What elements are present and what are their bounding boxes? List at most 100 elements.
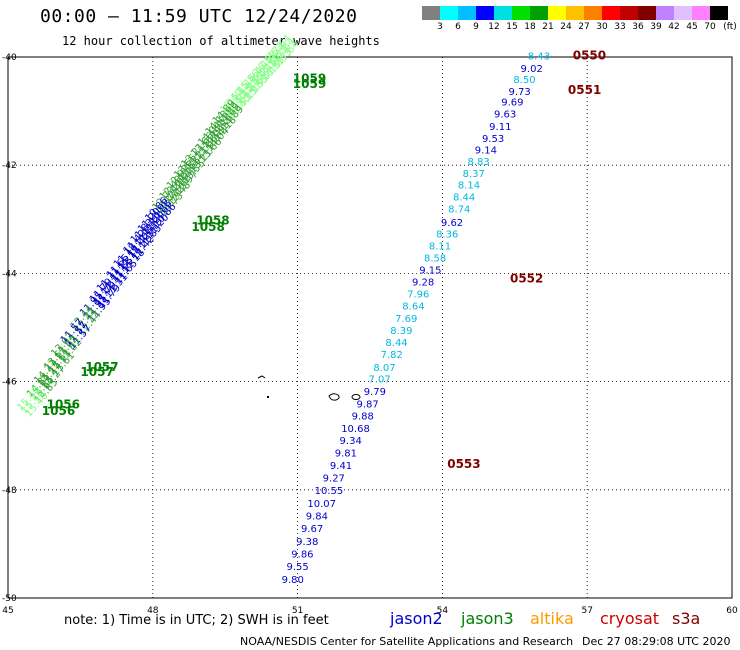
swh-value-label: 7.82 bbox=[381, 350, 403, 361]
swh-value-label: 8.83 bbox=[467, 157, 489, 168]
legend-tick-label: 15 bbox=[506, 22, 518, 32]
legend-swatch bbox=[674, 6, 692, 20]
swh-value-label: 8.36 bbox=[436, 230, 458, 241]
time-label: 1058 bbox=[191, 220, 224, 234]
swh-value-label: 9.34 bbox=[340, 436, 362, 447]
swh-value-label: 8.39 bbox=[390, 326, 412, 337]
island-outline bbox=[257, 375, 266, 379]
swh-value-label: 9.38 bbox=[296, 537, 318, 548]
legend-tick-label: 30 bbox=[596, 22, 608, 32]
legend-tick-label: 3 bbox=[437, 22, 443, 32]
swh-value-label: 9.11 bbox=[489, 122, 511, 133]
footer-agency: NOAA/NESDIS Center for Satellite Applica… bbox=[240, 635, 574, 648]
time-label: 1059 bbox=[293, 77, 326, 91]
swh-value-label: 9.14 bbox=[475, 145, 497, 156]
color-scale-legend bbox=[422, 6, 728, 20]
time-label: 1056 bbox=[42, 404, 75, 418]
legend-tick-label: 36 bbox=[632, 22, 644, 32]
time-label: 1056 bbox=[47, 398, 80, 412]
legend-swatch bbox=[440, 6, 458, 20]
legend-swatch bbox=[584, 6, 602, 20]
swh-value-label: 9.81 bbox=[335, 448, 357, 459]
swh-value-label: 7.07 bbox=[369, 375, 391, 386]
swh-value-label: 9.62 bbox=[441, 218, 463, 229]
swh-value-label: 8.37 bbox=[463, 169, 485, 180]
time-label: 1057 bbox=[85, 360, 118, 374]
legend-swatch bbox=[494, 6, 512, 20]
swh-value-label: 9.55 bbox=[286, 562, 308, 573]
swh-value-label: 9.69 bbox=[501, 98, 523, 109]
legend-swatch bbox=[566, 6, 584, 20]
swh-value-label: 8.50 bbox=[513, 75, 535, 86]
swh-value-label: 8.11 bbox=[429, 242, 451, 253]
legend-altika: altika bbox=[530, 609, 574, 628]
swh-value-label: 8.74 bbox=[448, 204, 470, 215]
swh-value-label: 9.67 bbox=[301, 524, 323, 535]
swh-value-label: 9.28 bbox=[412, 277, 434, 288]
swh-value-label: 9.63 bbox=[494, 110, 516, 121]
y-tick-label: -42 bbox=[2, 161, 17, 171]
legend-s3a: s3a bbox=[672, 609, 701, 628]
legend-jason2: jason2 bbox=[390, 609, 443, 628]
legend-swatch bbox=[422, 6, 440, 20]
time-label: 0550 bbox=[573, 49, 606, 63]
swh-value-label: 9.80 bbox=[282, 575, 304, 586]
swh-value-label: 8.14 bbox=[458, 180, 480, 191]
legend-swatch bbox=[656, 6, 674, 20]
swh-value-label: 8.58 bbox=[424, 253, 446, 264]
chart-subtitle: 12 hour collection of altimeter wave hei… bbox=[62, 34, 380, 48]
swh-value-label: 9.02 bbox=[521, 64, 543, 75]
legend-swatch bbox=[530, 6, 548, 20]
legend-tick-label: 24 bbox=[560, 22, 572, 32]
swh-value-label: 8.44 bbox=[385, 338, 407, 349]
y-tick-label: -48 bbox=[2, 486, 17, 496]
legend-tick-label: 70 bbox=[704, 22, 716, 32]
swh-value-label: 9.15 bbox=[419, 265, 441, 276]
time-label: 0551 bbox=[568, 83, 601, 97]
legend-jason3: jason3 bbox=[461, 609, 514, 628]
legend-swatch bbox=[692, 6, 710, 20]
swh-value-label: 10.55 bbox=[315, 486, 344, 497]
x-tick-label: 57 bbox=[581, 606, 592, 616]
legend-tick-label: 9 bbox=[473, 22, 479, 32]
y-tick-label: -44 bbox=[2, 269, 17, 279]
legend-swatch bbox=[620, 6, 638, 20]
legend-tick-label: 39 bbox=[650, 22, 662, 32]
legend-swatch bbox=[512, 6, 530, 20]
swh-value-label: 9.86 bbox=[291, 549, 313, 560]
swh-value-label: 9.84 bbox=[306, 512, 328, 523]
island-outline bbox=[328, 393, 340, 401]
swh-value-label: 9.27 bbox=[323, 474, 345, 485]
y-tick-label: -40 bbox=[2, 53, 17, 63]
swh-value-label: 9.88 bbox=[352, 411, 374, 422]
time-label: 0553 bbox=[447, 457, 480, 471]
legend-swatch bbox=[638, 6, 656, 20]
x-tick-label: 45 bbox=[2, 606, 13, 616]
time-label: 0552 bbox=[510, 272, 543, 286]
swh-value-label: 7.96 bbox=[407, 290, 429, 301]
swh-value-label: 8.44 bbox=[453, 192, 475, 203]
swh-value-label: 7.69 bbox=[395, 314, 417, 325]
x-tick-label: 48 bbox=[147, 606, 159, 616]
legend-tick-label: 33 bbox=[614, 22, 626, 32]
time-label: 1058 bbox=[196, 214, 229, 228]
x-tick-label: 51 bbox=[292, 606, 303, 616]
time-label: 1057 bbox=[80, 365, 113, 379]
plot-frame bbox=[7, 56, 733, 599]
swh-value-label: 8.07 bbox=[373, 363, 395, 374]
legend-swatch bbox=[710, 6, 728, 20]
swh-value-label: 8.64 bbox=[402, 302, 424, 313]
swh-value-label: 8.43 bbox=[528, 52, 550, 63]
x-tick-label: 54 bbox=[437, 606, 449, 616]
legend-cryosat: cryosat bbox=[600, 609, 660, 628]
footer-timestamp: Dec 27 08:29:08 UTC 2020 bbox=[582, 635, 731, 648]
island-outline bbox=[351, 394, 361, 400]
legend-tick-label: 6 bbox=[455, 22, 461, 32]
legend-tick-label: 45 bbox=[686, 22, 698, 32]
color-scale-ticks: 3 6 9 12 15 18 21 24 27 30 33 36 39 42 45 70 (ft) bbox=[422, 22, 740, 34]
swh-value-label: 9.41 bbox=[330, 461, 352, 472]
legend-swatch bbox=[602, 6, 620, 20]
legend-tick-label: 27 bbox=[578, 22, 590, 32]
swh-value-label: 10.07 bbox=[307, 499, 336, 510]
